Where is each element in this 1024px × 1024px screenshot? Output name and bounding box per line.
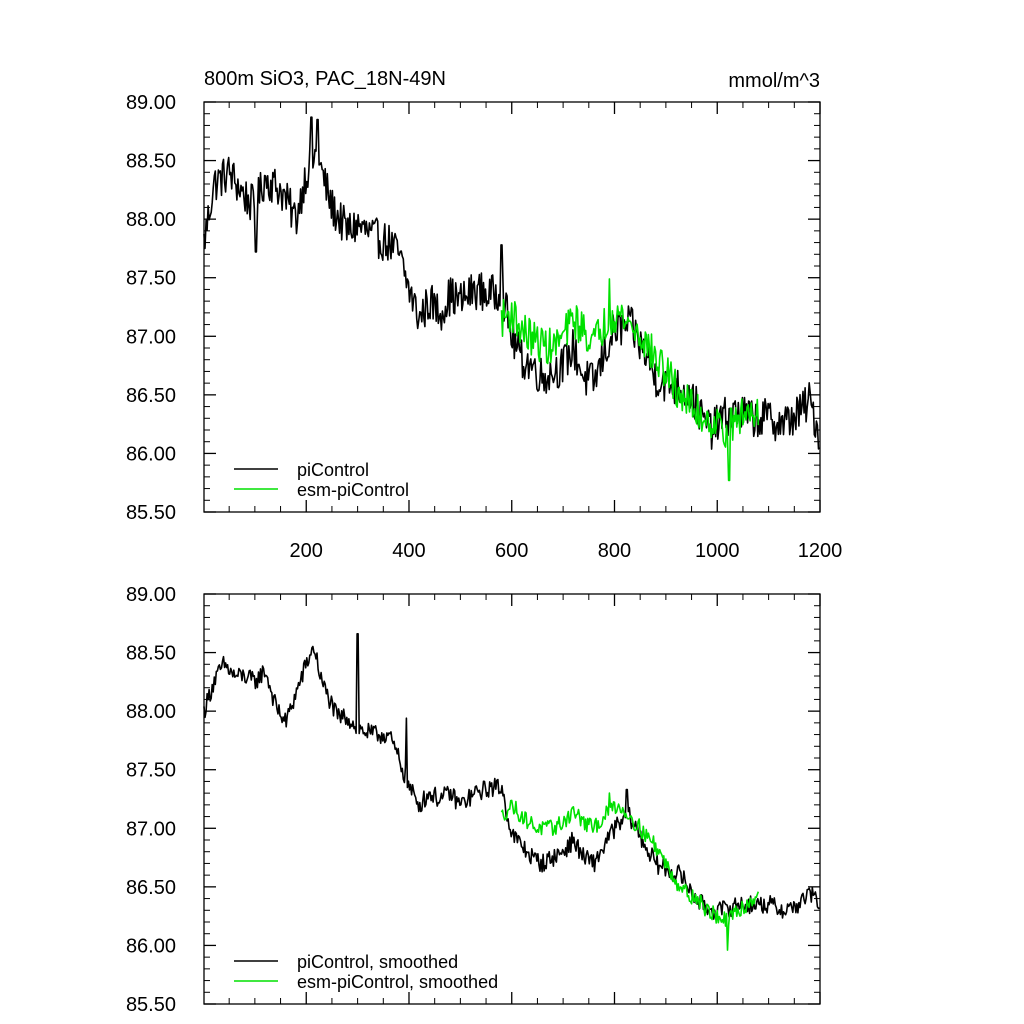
y-tick-label: 86.00 xyxy=(126,935,176,957)
x-tick-label: 600 xyxy=(495,540,528,562)
x-tick-label: 800 xyxy=(598,540,631,562)
y-tick-label: 88.50 xyxy=(126,151,176,173)
y-tick-label: 89.00 xyxy=(126,92,176,114)
legend-label: esm-piControl, smoothed xyxy=(297,972,498,992)
y-tick-label: 85.50 xyxy=(126,994,176,1016)
top-panel: 85.50 86.00 86.50 87.00 87.50 88.00 88.50 89.00… xyxy=(126,68,842,562)
y-tick-label: 88.00 xyxy=(126,209,176,231)
y-tick-label: 89.00 xyxy=(126,584,176,606)
chart-title: 800m SiO3, PAC_18N-49N xyxy=(204,68,446,90)
y-tick-label: 86.00 xyxy=(126,443,176,465)
x-tick-label: 200 xyxy=(290,540,323,562)
legend-label: piControl, smoothed xyxy=(297,952,458,972)
y-tick-label: 87.50 xyxy=(126,760,176,782)
legend-label: piControl xyxy=(297,460,369,480)
y-tick-label: 88.50 xyxy=(126,643,176,665)
y-tick-label: 88.00 xyxy=(126,701,176,723)
units-label: mmol/m^3 xyxy=(728,70,820,92)
y-tick-label: 87.00 xyxy=(126,326,176,348)
y-tick-label: 87.50 xyxy=(126,268,176,290)
y-tick-label: 86.50 xyxy=(126,385,176,407)
bottom-panel: 85.50 86.00 86.50 87.00 87.50 88.00 88.50 89.00… xyxy=(126,584,821,1016)
y-tick-label: 85.50 xyxy=(126,502,176,524)
x-tick-label: 1200 xyxy=(798,540,843,562)
legend-label: esm-piControl xyxy=(297,480,409,500)
x-tick-label: 1000 xyxy=(695,540,740,562)
series-line-esm-picontrol xyxy=(500,792,760,951)
y-tick-label: 86.50 xyxy=(126,877,176,899)
x-tick-label: 400 xyxy=(392,540,425,562)
series-line-esm-picontrol xyxy=(500,278,760,482)
y-tick-label: 87.00 xyxy=(126,818,176,840)
